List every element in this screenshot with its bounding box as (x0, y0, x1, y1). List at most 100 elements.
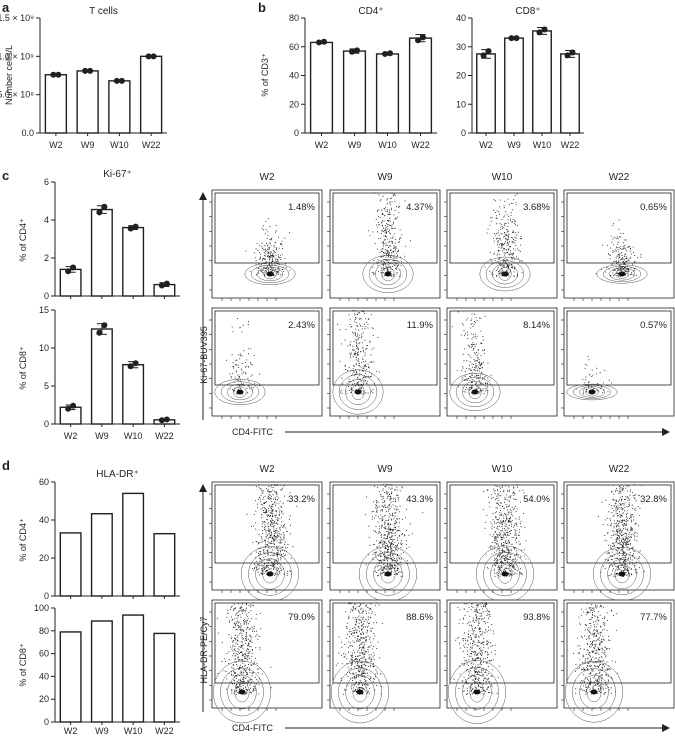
bar (59, 268, 82, 297)
x-tick-label: W2 (315, 140, 329, 150)
data-point (127, 363, 134, 370)
contour-line (483, 551, 527, 597)
chart-d2: 0 20 40 60 80 100 % of CD8⁺ W2 W9 W10 W22 (18, 603, 180, 736)
flow-plot: 93.8% (444, 599, 558, 724)
flow-x-axis-label: CD4-FITC (232, 427, 273, 437)
flow-column-title: W22 (609, 172, 630, 183)
chart-title: CD4⁺ (358, 6, 383, 17)
contour-line (257, 266, 283, 282)
bar (153, 532, 176, 597)
contour-line (572, 385, 612, 399)
data-point (65, 268, 72, 275)
y-tick-label: 60 (289, 42, 299, 52)
gate (566, 192, 672, 264)
gate-percentage: 93.8% (523, 612, 550, 623)
y-tick-label: 6 (44, 177, 49, 187)
flow-column-title: W9 (378, 464, 393, 475)
contour-line (585, 387, 599, 397)
contour-line (492, 263, 518, 285)
gate-percentage: 32.8% (640, 494, 667, 505)
flow-plot: 11.9% (327, 307, 441, 419)
flow-events (336, 310, 380, 395)
flow-events (335, 602, 384, 695)
data-point (55, 71, 62, 78)
gate (332, 310, 438, 386)
y-tick-label: 10 (39, 343, 49, 353)
panel-letter-a: a (2, 0, 10, 15)
gate-percentage: 2.43% (288, 320, 315, 331)
x-tick-label: W10 (124, 431, 143, 441)
data-point (163, 416, 170, 423)
gate-percentage: 8.14% (523, 320, 550, 331)
bar-charts: 0.0 5.0 × 10⁸ 1.0 × 10⁹ 1.5 × 10⁹ T cells Num… (0, 6, 584, 736)
bar (532, 30, 552, 134)
y-tick-label: 0 (294, 128, 299, 138)
flow-plot: 0.57% (561, 307, 675, 419)
y-axis-label: % of CD8⁺ (18, 643, 28, 687)
chart-title: T cells (89, 6, 118, 17)
contour-line (338, 374, 378, 410)
contour-line (248, 552, 292, 596)
x-tick-label: W2 (64, 726, 78, 736)
flow-plot: 8.14% (444, 307, 558, 419)
data-point (564, 52, 571, 59)
plot-frame (446, 481, 558, 591)
data-point (508, 35, 515, 42)
contour-line (220, 667, 264, 717)
plot-frame (446, 599, 558, 709)
contour-line (469, 681, 485, 703)
x-tick-label: W10 (110, 140, 129, 150)
plot-frame (563, 599, 675, 709)
data-point (70, 264, 77, 271)
contour-line (332, 369, 384, 415)
chart-title: CD8⁺ (515, 6, 540, 17)
contour-line (596, 264, 648, 284)
gate (566, 602, 672, 684)
contour-line (375, 262, 401, 286)
plot-frame (211, 481, 323, 591)
data-point (387, 50, 393, 57)
contour-line (609, 267, 635, 281)
flow-column-title: W10 (492, 172, 513, 183)
y-tick-label: 4 (44, 215, 49, 225)
y-tick-label: 0 (44, 291, 49, 301)
bar (90, 208, 113, 297)
y-tick-label: 30 (456, 42, 466, 52)
x-tick-label: W22 (411, 140, 430, 150)
flow-plot: 88.6% (327, 599, 441, 724)
contour-line (214, 378, 266, 406)
contour-line (227, 674, 257, 710)
data-point (50, 71, 57, 78)
contour-line (572, 668, 616, 716)
flow-plot: 54.0% (444, 481, 558, 603)
bar (122, 492, 145, 597)
contour-line (373, 558, 403, 590)
population-core (266, 571, 274, 577)
data-point (158, 417, 165, 424)
contour-line (250, 264, 290, 284)
chart-c2: 0 5 10 15 % of CD8⁺ W2 W9 W10 W22 (18, 305, 180, 441)
x-tick-label: W9 (81, 140, 95, 150)
contour-line (602, 266, 642, 282)
contour-line (462, 674, 492, 710)
bar (108, 80, 131, 134)
bar (342, 50, 367, 134)
data-point (96, 329, 103, 336)
flow-plot: 1.48% (209, 189, 323, 301)
y-axis-label: Number cells/L (4, 45, 14, 105)
bar (44, 74, 68, 134)
chart-title: HLA-DR⁺ (96, 469, 139, 480)
y-axis-label: % of CD4⁺ (18, 218, 28, 262)
y-tick-label: 0.0 (21, 128, 34, 138)
y-tick-label: 80 (39, 626, 49, 636)
chart-title: Ki-67⁺ (103, 169, 132, 180)
flow-plot: 79.0% (209, 599, 323, 724)
contour-line (614, 564, 630, 584)
data-point (536, 29, 543, 36)
data-point (101, 322, 108, 329)
y-tick-label: 40 (39, 515, 49, 525)
flow-column-title: W22 (609, 464, 630, 475)
flow-column-title: W2 (260, 172, 275, 183)
data-point (354, 47, 360, 54)
panel-letter-d: d (2, 458, 10, 473)
